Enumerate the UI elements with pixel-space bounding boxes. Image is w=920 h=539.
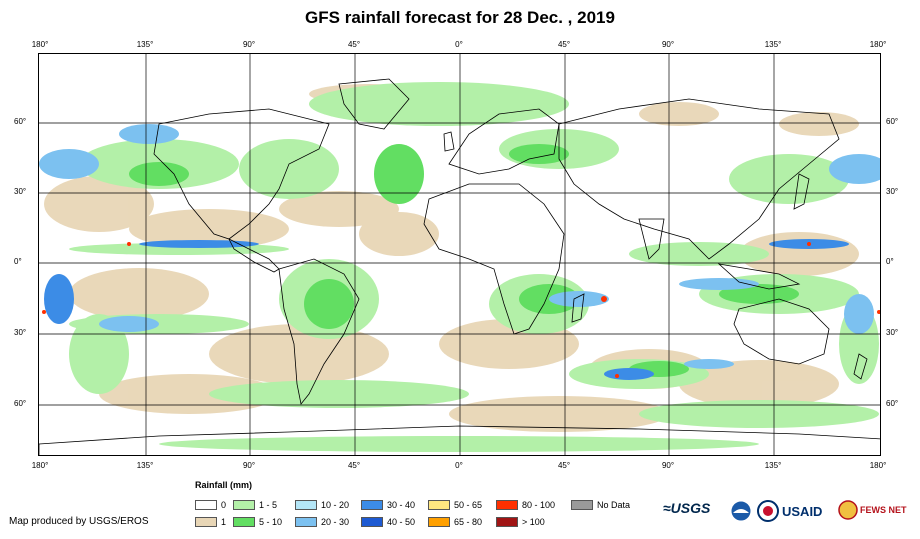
lon-tick-top: 180° bbox=[31, 40, 49, 49]
lat-tick-left: 0° bbox=[14, 257, 22, 266]
legend-label: 40 - 50 bbox=[387, 517, 416, 527]
legend-swatch-2 bbox=[233, 500, 255, 510]
legend-item: 40 - 50 bbox=[361, 517, 415, 527]
usaid-logo-text: USAID bbox=[782, 503, 823, 519]
legend-item: 50 - 65 bbox=[428, 500, 482, 510]
lon-tick-bottom: 0° bbox=[455, 461, 463, 470]
legend-item: 30 - 40 bbox=[361, 500, 415, 510]
map-title: GFS rainfall forecast for 28 Dec. , 2019 bbox=[305, 8, 615, 27]
legend-swatch-1 bbox=[195, 517, 217, 527]
land-outlines bbox=[39, 78, 880, 455]
map-canvas bbox=[39, 54, 880, 455]
usgs-logo-text: ≈USGS bbox=[663, 500, 711, 516]
rainfall-band-80-100mm bbox=[42, 242, 880, 378]
legend-label: 0 bbox=[221, 500, 227, 510]
legend-item: > 100 bbox=[496, 517, 545, 527]
legend-swatch-12 bbox=[571, 500, 593, 510]
legend-label: 1 - 5 bbox=[259, 500, 278, 510]
rainfall-band-20-40mm bbox=[39, 124, 880, 380]
lon-tick-bottom: 135° bbox=[136, 461, 154, 470]
lat-tick-left: 30° bbox=[14, 328, 27, 337]
usaid-logo: USAID bbox=[757, 500, 822, 522]
lat-tick-right: 60° bbox=[886, 399, 899, 408]
legend-label: 80 - 100 bbox=[522, 500, 556, 510]
legend-label: 10 - 20 bbox=[321, 500, 350, 510]
legend-swatch-11 bbox=[496, 517, 518, 527]
lon-tick-top: 90° bbox=[661, 40, 675, 49]
lon-tick-top: 45° bbox=[557, 40, 571, 49]
legend-title: Rainfall (mm) bbox=[195, 480, 253, 490]
noaa-emblem-icon bbox=[730, 500, 752, 522]
legend-swatch-5 bbox=[295, 517, 317, 527]
legend-swatch-8 bbox=[428, 500, 450, 510]
lon-tick-top: 180° bbox=[869, 40, 887, 49]
lon-tick-bottom: 45° bbox=[347, 461, 361, 470]
lon-tick-top: 90° bbox=[242, 40, 256, 49]
lon-tick-top: 135° bbox=[136, 40, 154, 49]
usgs-logo: ≈USGS bbox=[663, 500, 710, 516]
legend-label: 50 - 65 bbox=[454, 500, 483, 510]
legend-label: 30 - 40 bbox=[387, 500, 416, 510]
lon-tick-bottom: 135° bbox=[764, 461, 782, 470]
legend-label: 1 bbox=[221, 517, 227, 527]
lon-tick-bottom: 180° bbox=[31, 461, 49, 470]
usaid-seal-icon bbox=[757, 500, 779, 522]
lon-tick-bottom: 45° bbox=[557, 461, 571, 470]
lon-tick-top: 45° bbox=[347, 40, 361, 49]
legend-swatch-0 bbox=[195, 500, 217, 510]
lat-tick-right: 60° bbox=[886, 117, 899, 126]
lon-tick-bottom: 90° bbox=[661, 461, 675, 470]
legend-swatch-3 bbox=[233, 517, 255, 527]
legend-label: 20 - 30 bbox=[321, 517, 350, 527]
lon-tick-top: 135° bbox=[764, 40, 782, 49]
legend-item: 65 - 80 bbox=[428, 517, 482, 527]
legend-label: 5 - 10 bbox=[259, 517, 283, 527]
legend-label: > 100 bbox=[522, 517, 545, 527]
rainfall-map bbox=[38, 53, 881, 456]
legend-swatch-7 bbox=[361, 517, 383, 527]
legend-label: 65 - 80 bbox=[454, 517, 483, 527]
fews-net-logo-text: FEWS NET bbox=[860, 505, 907, 515]
map-credit: Map produced by USGS/EROS bbox=[9, 516, 149, 527]
legend-item: 10 - 20 bbox=[295, 500, 349, 510]
fews-net-globe-icon bbox=[838, 500, 858, 520]
lat-tick-left: 60° bbox=[14, 399, 27, 408]
legend-item: 5 - 10 bbox=[233, 517, 282, 527]
lon-tick-bottom: 90° bbox=[242, 461, 256, 470]
legend-item: 1 - 5 bbox=[233, 500, 277, 510]
lat-tick-right: 30° bbox=[886, 328, 899, 337]
graticule bbox=[39, 54, 880, 455]
legend-item: No Data bbox=[571, 500, 630, 510]
legend-item: 1 bbox=[195, 517, 226, 527]
legend-swatch-10 bbox=[496, 500, 518, 510]
lat-tick-right: 30° bbox=[886, 187, 899, 196]
legend-item: 80 - 100 bbox=[496, 500, 555, 510]
lon-tick-top: 0° bbox=[455, 40, 463, 49]
legend-swatch-6 bbox=[361, 500, 383, 510]
fews-net-logo: FEWS NET bbox=[838, 500, 907, 520]
legend-item: 0 bbox=[195, 500, 226, 510]
noaa-logo bbox=[730, 500, 752, 522]
lat-tick-left: 60° bbox=[14, 117, 27, 126]
legend-item: 20 - 30 bbox=[295, 517, 349, 527]
legend-label: No Data bbox=[597, 500, 631, 510]
legend-swatch-9 bbox=[428, 517, 450, 527]
lat-tick-left: 30° bbox=[14, 187, 27, 196]
legend-swatch-4 bbox=[295, 500, 317, 510]
lat-tick-right: 0° bbox=[886, 257, 894, 266]
lon-tick-bottom: 180° bbox=[869, 461, 887, 470]
